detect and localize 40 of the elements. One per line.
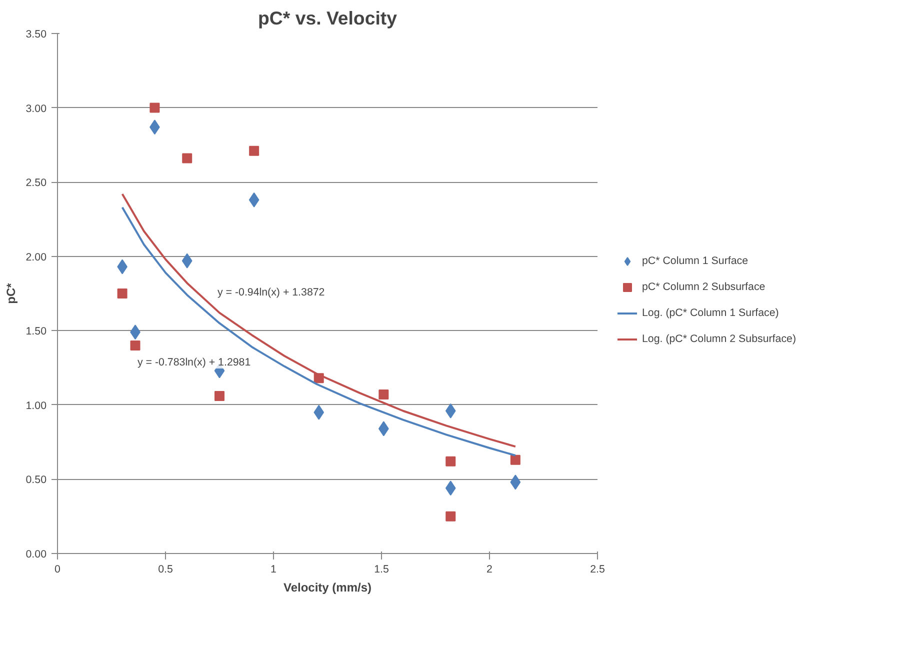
x-tick-label: 2.5 [590, 564, 605, 576]
y-tick-label: 1.50 [26, 326, 47, 338]
y-tick-label: 2.00 [26, 251, 47, 264]
x-axis-title: Velocity (mm/s) [283, 580, 372, 594]
point [445, 403, 456, 418]
point [182, 253, 192, 268]
y-tick-label: 0.00 [26, 548, 47, 560]
point [130, 340, 140, 350]
y-tick-label: 2.50 [26, 177, 47, 190]
legend-label: Log. (pC* Column 1 Surface) [642, 306, 779, 318]
point [117, 288, 128, 298]
legend-label: pC* Column 2 Subsurface [642, 280, 766, 292]
legend-label: Log. (pC* Column 2 Subsurface) [642, 332, 796, 344]
annotation: y = -0.94ln(x) + 1.3872 [218, 286, 325, 298]
point [182, 153, 192, 164]
point [446, 511, 456, 522]
point [248, 192, 260, 208]
point [378, 421, 389, 436]
y-tick-label: 3.00 [26, 102, 47, 115]
point [446, 456, 456, 466]
point [249, 146, 260, 156]
point [214, 391, 224, 402]
x-tick-label: 1 [270, 564, 277, 576]
point [314, 404, 324, 420]
y-axis-title: pC* [4, 282, 18, 304]
y-tick-label: 0.50 [26, 474, 47, 486]
point [510, 454, 520, 465]
chart-title: pC* vs. Velocity [258, 8, 398, 28]
legend-label: pC* Column 1 Surface [642, 254, 748, 266]
x-tick-label: 0.5 [158, 564, 173, 576]
point [510, 474, 521, 490]
point [445, 480, 456, 496]
annotation: y = -0.783ln(x) + 1.2981 [138, 356, 251, 368]
x-tick-label: 1.5 [374, 564, 389, 576]
x-tick-label: 2 [486, 564, 493, 576]
point [150, 102, 160, 113]
y-tick-label: 1.00 [26, 400, 47, 412]
point [378, 390, 389, 400]
x-tick-label: 0 [54, 564, 61, 576]
y-tick-label: 3.50 [26, 28, 47, 40]
